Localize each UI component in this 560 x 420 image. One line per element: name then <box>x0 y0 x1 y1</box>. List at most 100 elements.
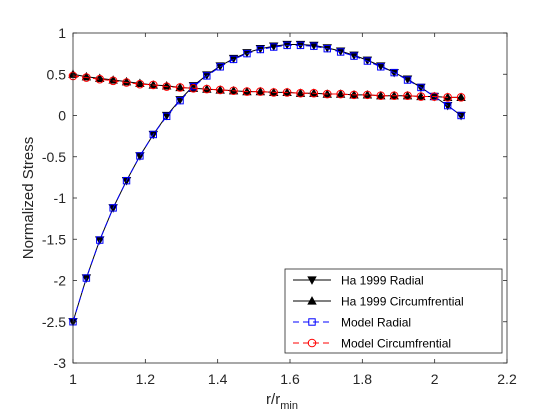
data-point-square <box>296 41 305 50</box>
y-tick-label: -1.5 <box>42 231 66 247</box>
data-point-triangle-down <box>376 62 386 71</box>
data-point-circle <box>336 89 345 99</box>
data-point-square <box>256 45 265 54</box>
legend-entries: Ha 1999 Radial Ha 1999 Circumfrential Mode… <box>293 274 464 351</box>
data-point-square <box>377 63 385 71</box>
data-point-square <box>363 57 372 65</box>
data-point-square <box>457 111 465 120</box>
series-4 <box>68 71 466 102</box>
data-point-square <box>417 83 425 92</box>
data-point-circle <box>296 88 305 98</box>
series-line <box>72 44 462 322</box>
data-point-circle <box>229 86 238 96</box>
data-point-circle <box>322 89 332 99</box>
legend-entry: Model Circumfrential <box>293 337 451 351</box>
x-tick-label: 1.2 <box>136 371 156 387</box>
data-point-square <box>136 152 144 160</box>
data-point-square <box>336 48 345 56</box>
data-point-square <box>122 176 131 185</box>
data-point-circle <box>307 338 317 348</box>
x-axis-label: r/r <box>266 391 280 408</box>
legend-entry: Ha 1999 Radial <box>293 274 424 288</box>
data-point-square <box>243 49 251 58</box>
data-point-triangle-up <box>121 76 132 86</box>
legend-entry: Model Radial <box>293 316 411 330</box>
data-point-square <box>443 101 452 110</box>
x-tick-label: 1 <box>69 371 77 387</box>
y-tick-label: 0.5 <box>47 66 67 82</box>
data-point-circle <box>376 91 386 100</box>
data-point-triangle-down <box>309 41 319 51</box>
legend-entry: Ha 1999 Circumfrential <box>293 295 464 309</box>
x-tick-label: 1.8 <box>353 371 373 387</box>
data-point-square <box>109 204 117 212</box>
data-point-circle <box>162 82 171 91</box>
data-point-triangle-down <box>402 75 413 85</box>
data-point-square <box>403 76 412 84</box>
data-point-triangle-down <box>307 276 317 285</box>
data-point-square <box>149 130 157 139</box>
data-point-circle <box>256 87 265 96</box>
data-point-circle <box>148 80 158 90</box>
data-point-circle <box>416 92 426 101</box>
data-point-square <box>283 41 291 50</box>
data-point-triangle-up <box>95 73 105 83</box>
data-point-circle <box>189 83 198 93</box>
data-point-circle <box>403 91 412 100</box>
x-axis-title: r/rmin <box>266 391 298 412</box>
x-tick-label: 2 <box>431 371 439 387</box>
data-point-circle <box>269 88 279 97</box>
data-point-square <box>162 112 171 121</box>
legend-label: Ha 1999 Circumfrential <box>341 295 464 309</box>
x-tick-label: 1.6 <box>280 371 300 387</box>
y-ticks: -3 -2.5 -2 -1.5 -1 -0.5 0 0.5 1 <box>42 25 507 371</box>
legend-box <box>284 268 503 354</box>
y-tick-label: -0.5 <box>42 149 66 165</box>
series-layer <box>68 40 466 327</box>
data-point-circle <box>242 87 252 96</box>
y-tick-label: -2 <box>54 273 67 289</box>
legend-label: Ha 1999 Radial <box>341 274 424 288</box>
data-point-triangle-down <box>349 51 359 61</box>
data-point-circle <box>202 84 212 94</box>
data-point-circle <box>175 83 185 92</box>
data-point-square <box>203 72 211 80</box>
y-tick-label: -1 <box>54 190 67 206</box>
y-tick-label: 0 <box>58 108 66 124</box>
data-point-square <box>310 42 318 50</box>
data-point-circle <box>430 92 439 101</box>
data-point-triangle-up <box>135 78 145 87</box>
data-point-circle <box>309 88 319 98</box>
legend-label: Model Radial <box>341 316 411 330</box>
data-point-square <box>270 43 278 51</box>
data-point-circle <box>456 93 466 102</box>
x-tick-label: 1.4 <box>208 371 228 387</box>
data-point-triangle-up <box>161 80 172 90</box>
y-tick-label: -2.5 <box>42 314 66 330</box>
x-ticks: 1 1.2 1.4 1.6 1.8 2 2.2 <box>69 33 517 387</box>
data-point-square <box>390 68 398 77</box>
y-tick-label: 1 <box>58 25 66 41</box>
data-point-circle <box>443 93 452 102</box>
data-point-circle <box>108 76 118 86</box>
x-tick-label: 2.2 <box>497 371 517 387</box>
data-point-circle <box>349 90 359 100</box>
y-axis-title: Normalized Stress <box>20 137 37 260</box>
legend-label: Model Circumfrential <box>341 337 451 351</box>
data-point-circle <box>135 79 145 89</box>
legend: Ha 1999 Radial Ha 1999 Circumfrential Mode… <box>284 268 503 354</box>
data-point-square <box>323 44 331 53</box>
data-point-square <box>229 55 238 64</box>
data-point-square <box>350 52 358 60</box>
data-point-square <box>308 318 316 326</box>
data-point-circle <box>95 74 105 84</box>
data-point-circle <box>82 73 91 82</box>
y-tick-label: -3 <box>54 355 67 371</box>
data-point-square <box>96 236 104 244</box>
data-point-circle <box>215 85 225 95</box>
data-point-square <box>216 63 224 71</box>
series-line <box>72 75 462 98</box>
data-point-circle <box>389 91 399 100</box>
data-point-circle <box>363 90 372 100</box>
